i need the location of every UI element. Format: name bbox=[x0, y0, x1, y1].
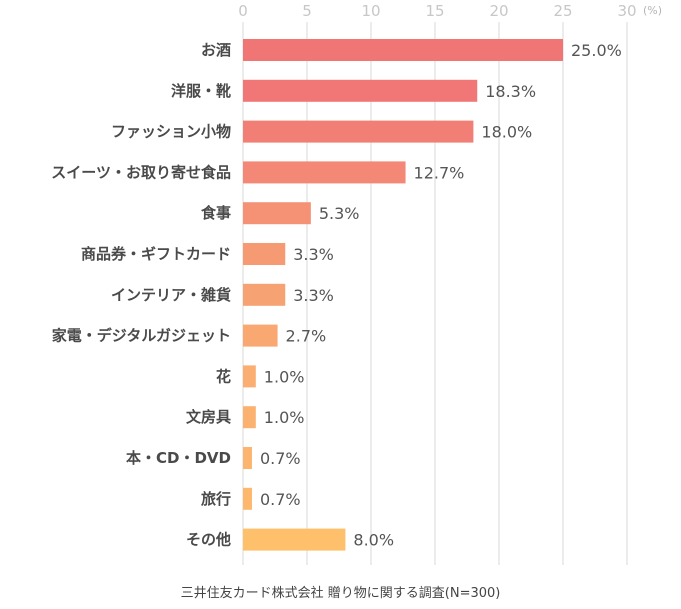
bar bbox=[243, 39, 563, 61]
value-labels: 25.0% 18.3% 18.0% 12.7% 5.3% 3.3% 3.3% 2.7% 1.0%… bbox=[260, 41, 622, 550]
category-label: 花 bbox=[216, 367, 231, 385]
source-note: 三井住友カード株式会社 贈り物に関する調査(N=300) bbox=[180, 586, 501, 601]
data-label: 3.3% bbox=[293, 286, 334, 305]
x-axis-unit: (%) bbox=[643, 4, 662, 17]
category-label: 洋服・靴 bbox=[171, 82, 231, 100]
category-label: 家電・デジタルガジェット bbox=[52, 327, 231, 345]
x-tick-label: 5 bbox=[302, 2, 312, 20]
data-label: 8.0% bbox=[353, 531, 394, 550]
category-label: その他 bbox=[186, 531, 231, 549]
x-tick-label: 30 bbox=[617, 2, 636, 20]
category-label: お酒 bbox=[201, 41, 231, 59]
data-label: 25.0% bbox=[571, 41, 622, 60]
x-tick-label: 20 bbox=[489, 2, 508, 20]
data-label: 3.3% bbox=[293, 245, 334, 264]
data-label: 18.0% bbox=[481, 123, 532, 142]
category-label: 文房具 bbox=[186, 408, 231, 426]
bar bbox=[243, 528, 346, 551]
category-label: 旅行 bbox=[201, 490, 231, 508]
data-label: 18.3% bbox=[485, 82, 536, 101]
bar bbox=[243, 202, 311, 225]
bar bbox=[243, 447, 252, 469]
bar bbox=[243, 120, 474, 143]
gridlines bbox=[242, 22, 628, 565]
bar bbox=[243, 365, 256, 388]
bar bbox=[243, 324, 278, 347]
x-tick-label: 10 bbox=[361, 2, 380, 20]
category-label: 食事 bbox=[201, 204, 231, 222]
bar bbox=[243, 283, 286, 306]
bar bbox=[243, 487, 252, 510]
data-label: 5.3% bbox=[319, 204, 360, 223]
x-axis-ticks: 0 5 10 15 20 25 30 bbox=[238, 2, 636, 20]
bar bbox=[243, 243, 286, 265]
data-label: 0.7% bbox=[260, 490, 301, 509]
category-label: 本・CD・DVD bbox=[126, 449, 231, 467]
bar-chart: 0 5 10 15 20 25 30 (%) お酒洋服・靴ファッション小物スイーツ・お取り寄… bbox=[51, 2, 662, 565]
data-label: 1.0% bbox=[264, 367, 305, 386]
x-tick-label: 15 bbox=[425, 2, 444, 20]
bars bbox=[243, 39, 563, 551]
category-labels: お酒洋服・靴ファッション小物スイーツ・お取り寄せ食品食事商品券・ギフトカードイン… bbox=[51, 41, 231, 549]
category-label: 商品券・ギフトカード bbox=[81, 245, 231, 263]
bar bbox=[243, 161, 406, 184]
bar bbox=[243, 406, 256, 429]
data-label: 1.0% bbox=[264, 408, 305, 427]
data-label: 12.7% bbox=[414, 163, 465, 182]
category-label: ファッション小物 bbox=[111, 123, 231, 141]
data-label: 0.7% bbox=[260, 449, 301, 468]
x-tick-label: 25 bbox=[553, 2, 572, 20]
category-label: インテリア・雑貨 bbox=[111, 286, 231, 304]
category-label: スイーツ・お取り寄せ食品 bbox=[51, 163, 231, 181]
data-label: 2.7% bbox=[286, 327, 327, 346]
bar bbox=[243, 79, 478, 102]
x-tick-label: 0 bbox=[238, 2, 248, 20]
